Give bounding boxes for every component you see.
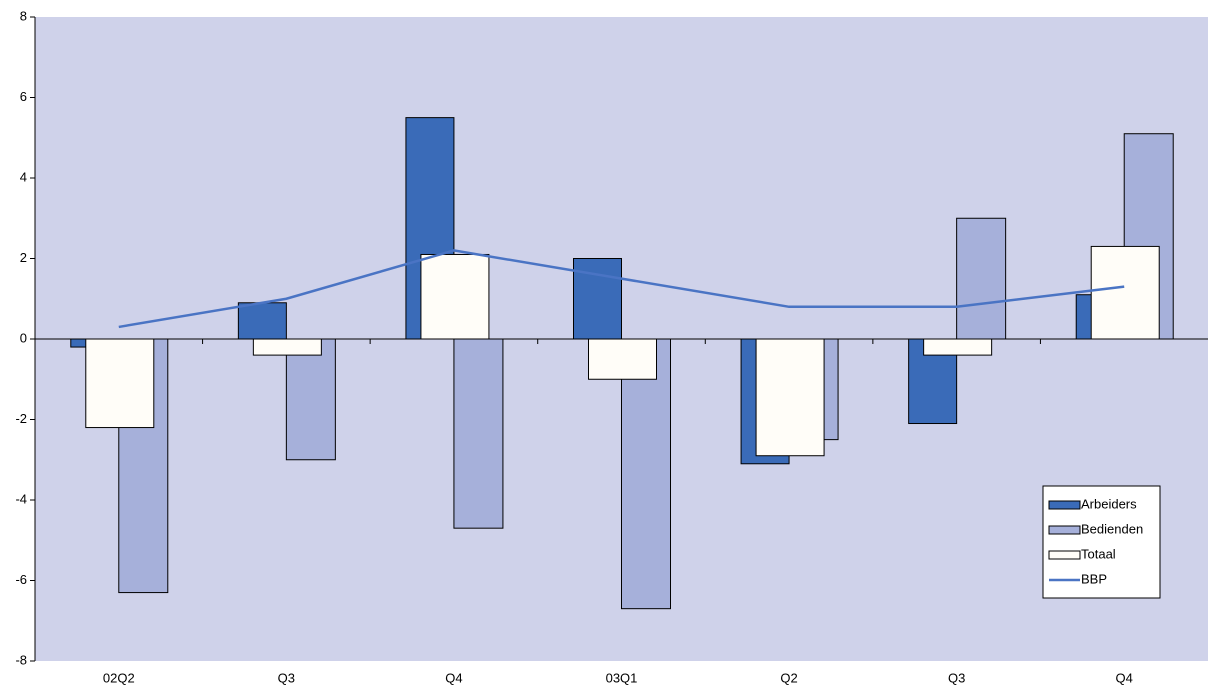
bar — [1090, 245, 1160, 340]
bar — [420, 253, 490, 340]
bar — [237, 302, 287, 340]
x-tick-label: 02Q2 — [103, 670, 135, 685]
legend-swatch — [1048, 550, 1081, 560]
x-tick-label: Q4 — [1116, 670, 1133, 685]
legend-label: Bedienden — [1081, 521, 1143, 536]
legend-label: BBP — [1081, 571, 1107, 586]
bar — [956, 217, 1007, 340]
x-tick-label: Q3 — [948, 670, 965, 685]
y-tick-label: 2 — [20, 250, 27, 265]
bar — [285, 338, 336, 461]
legend-swatch — [1048, 500, 1081, 510]
x-tick-label: 03Q1 — [606, 670, 638, 685]
bar — [453, 338, 504, 529]
bar — [85, 338, 155, 429]
x-tick-label: Q4 — [445, 670, 462, 685]
bar — [923, 338, 993, 356]
bar — [588, 338, 657, 380]
bar — [621, 338, 671, 610]
y-tick-label: -4 — [15, 491, 27, 506]
legend-label: Totaal — [1081, 546, 1116, 561]
bar — [755, 338, 825, 457]
y-tick-label: 6 — [20, 89, 27, 104]
line — [118, 249, 1125, 329]
y-tick-label: 0 — [20, 330, 27, 345]
y-tick-label: -6 — [15, 572, 27, 587]
legend-swatch — [1048, 525, 1081, 535]
legend-label: Arbeiders — [1081, 496, 1137, 511]
y-tick-label: -8 — [15, 652, 27, 667]
y-tick-label: 4 — [20, 169, 27, 184]
bar — [252, 338, 322, 356]
y-tick-label: 8 — [20, 8, 27, 23]
x-tick-label: Q3 — [278, 670, 295, 685]
y-tick-label: -2 — [15, 411, 27, 426]
x-tick-label: Q2 — [780, 670, 797, 685]
